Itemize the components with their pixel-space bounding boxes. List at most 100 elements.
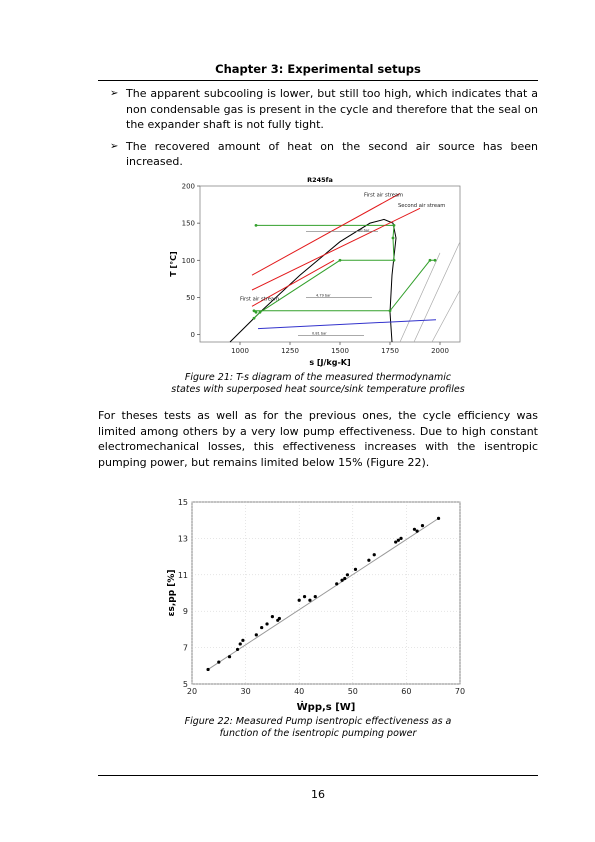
data-point <box>372 553 376 557</box>
y-axis-label: εs,pp [%] <box>167 569 177 616</box>
data-point <box>277 616 281 621</box>
x-tick-label: 50 <box>348 687 358 696</box>
data-point <box>238 642 242 646</box>
ts-state-point <box>388 309 392 313</box>
figure22-caption: Figure 22: Measured Pump isentropic effe… <box>98 716 538 740</box>
data-point <box>313 595 317 599</box>
isobar-line <box>413 241 461 343</box>
data-point <box>415 529 419 533</box>
ts-state-point <box>428 258 432 262</box>
data-point <box>343 576 347 581</box>
plot-frame <box>191 501 461 685</box>
ts-state-point <box>254 223 258 227</box>
x-tick-label: 1750 <box>381 347 399 355</box>
data-point <box>265 622 269 626</box>
x-tick-label: 70 <box>455 687 465 696</box>
chart-annotation: First air stream <box>240 296 279 302</box>
saturation-dome <box>229 218 397 343</box>
figure21-caption-line1: Figure 21: T-s diagram of the measured t… <box>184 372 452 383</box>
data-point <box>217 660 221 664</box>
ts-state-point <box>258 310 262 314</box>
isobar-line <box>399 252 441 343</box>
y-tick-label: 7 <box>183 644 188 653</box>
x-tick-label: 20 <box>187 687 197 696</box>
x-tick-label: 40 <box>294 687 304 696</box>
figure22-caption-line1: Figure 22: Measured Pump isentropic effe… <box>184 716 452 727</box>
data-point <box>241 638 245 642</box>
chart-annotation: 60 bar <box>358 228 370 232</box>
y-tick-label: 0 <box>191 331 195 339</box>
y-tick-label: 15 <box>178 498 188 507</box>
y-tick-label: 11 <box>178 571 188 580</box>
data-point <box>367 558 371 562</box>
data-point <box>436 516 441 520</box>
x-axis-label: s [J/kg-K] <box>309 358 350 367</box>
data-point <box>396 538 400 542</box>
data-point <box>394 540 398 544</box>
x-tick-label: 1250 <box>281 347 299 355</box>
data-point <box>270 615 274 619</box>
arrow-bullet-icon: ➢ <box>110 140 119 152</box>
data-point <box>254 633 258 637</box>
data-point <box>412 527 417 531</box>
fit-line <box>207 517 439 670</box>
data-point <box>353 567 358 571</box>
y-tick-label: 150 <box>182 220 195 228</box>
footer-rule <box>98 775 538 776</box>
y-tick-label: 200 <box>182 183 195 191</box>
ts-diagram-figure: 1000 1250 1500 1750 2000 0 50 100 150 200 R245fa s … <box>169 176 461 367</box>
data-point <box>235 647 240 652</box>
y-tick-label: 50 <box>186 294 195 302</box>
ts-state-point <box>391 236 395 240</box>
x-tick-label: 1000 <box>231 347 249 355</box>
ts-state-point <box>392 223 396 227</box>
data-point <box>340 578 344 582</box>
x-tick-label: 2000 <box>431 347 449 355</box>
ts-state-point <box>252 316 256 320</box>
bullet-item: ➢ The recovered amount of heat on the sec… <box>110 139 538 169</box>
ts-state-point <box>252 309 256 313</box>
ts-state-point <box>254 310 258 314</box>
ts-series-line <box>257 319 437 330</box>
chart-annotation: 4.79 bar <box>316 294 331 298</box>
chart-annotation: Second air stream <box>398 203 445 209</box>
y-tick-label: 100 <box>182 257 195 265</box>
data-point <box>308 598 312 602</box>
ts-state-point <box>392 258 396 262</box>
y-axis-label: T [°C] <box>169 251 178 276</box>
data-point <box>420 524 425 528</box>
ts-series-line <box>251 192 401 276</box>
data-point <box>345 573 350 577</box>
body-paragraph: For theses tests as well as for the prev… <box>98 409 538 469</box>
data-point <box>260 625 264 630</box>
ts-state-point <box>433 258 437 262</box>
chart-annotation: First air stream <box>364 192 403 198</box>
page-number: 16 <box>311 788 325 801</box>
x-axis-label: Ẇpp,s [W] <box>297 699 356 713</box>
x-tick-label: 1500 <box>331 347 349 355</box>
data-point <box>399 536 403 540</box>
arrow-bullet-icon: ➢ <box>110 88 119 99</box>
data-point <box>227 655 232 659</box>
y-tick-label: 9 <box>183 607 188 616</box>
x-tick-label: 60 <box>401 687 411 696</box>
ts-series-line <box>251 207 421 291</box>
header-rule <box>98 80 538 81</box>
data-point <box>297 598 301 602</box>
figure21-caption-line2: states with superposed heat source/sink … <box>171 384 465 395</box>
ts-series-line <box>251 259 335 307</box>
figure21-caption: Figure 21: T-s diagram of the measured t… <box>98 372 538 396</box>
y-tick-label: 13 <box>178 534 188 543</box>
chart-title: R245fa <box>307 176 333 184</box>
bullet-item: ➢ The apparent subcooling is lower, but s… <box>110 87 538 131</box>
bullet-list: ➢ The apparent subcooling is lower, but s… <box>110 86 538 176</box>
chart-annotation: 0.81 bar <box>312 332 327 336</box>
plot-frame <box>199 185 461 343</box>
x-tick-label: 30 <box>241 687 251 696</box>
ts-state-point <box>338 258 342 262</box>
isobar-line <box>431 289 461 343</box>
figure22-caption-line2: function of the isentropic pumping power <box>219 728 417 739</box>
chapter-header: Chapter 3: Experimental setups <box>215 62 421 76</box>
data-point <box>206 667 210 672</box>
pump-effectiveness-figure: 20 30 40 50 60 70 5 7 9 11 13 15 Ẇpp,s [W] εs,pp [%] <box>167 498 465 713</box>
